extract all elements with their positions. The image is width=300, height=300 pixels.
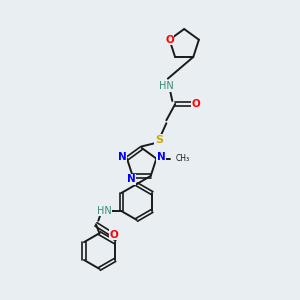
Text: HN: HN bbox=[159, 81, 174, 91]
Text: S: S bbox=[155, 135, 163, 145]
Text: N: N bbox=[118, 152, 127, 162]
Text: CH₃: CH₃ bbox=[176, 154, 190, 163]
Text: HN: HN bbox=[97, 206, 112, 216]
Text: O: O bbox=[110, 230, 118, 240]
Text: N: N bbox=[157, 152, 166, 162]
Text: N: N bbox=[127, 174, 136, 184]
Text: O: O bbox=[165, 35, 174, 45]
Text: O: O bbox=[191, 99, 200, 109]
